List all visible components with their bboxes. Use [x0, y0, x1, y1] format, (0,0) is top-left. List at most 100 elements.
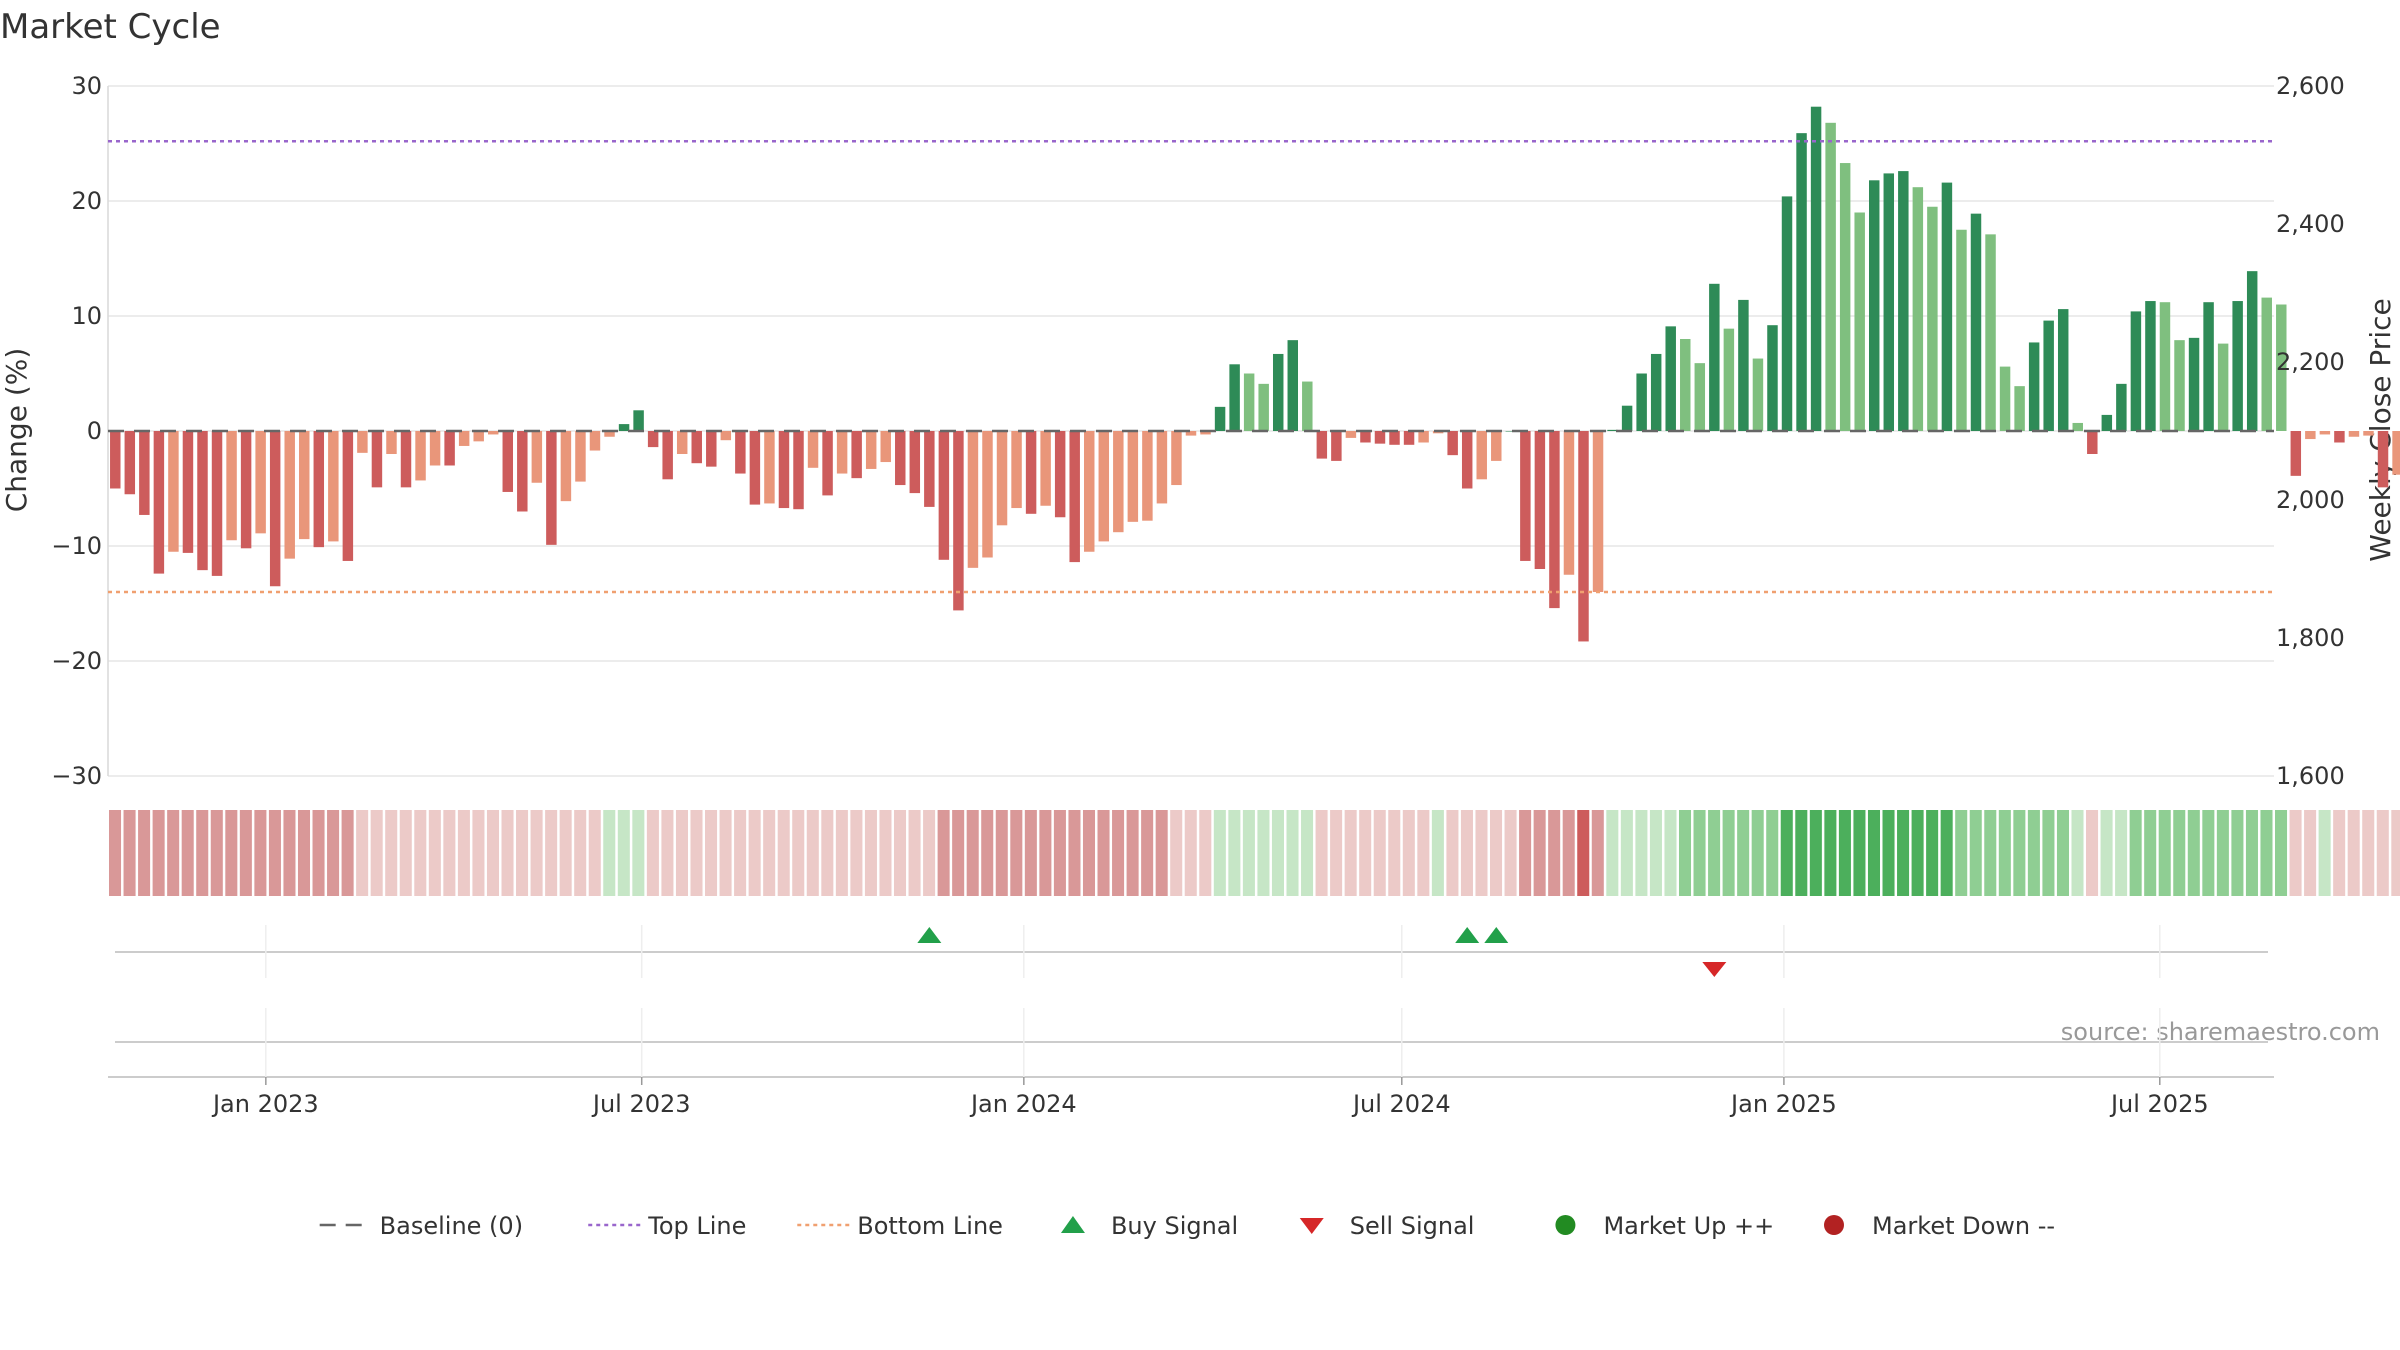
bar — [2145, 301, 2156, 431]
bar — [1302, 381, 1313, 431]
x-tick-label: Jan 2025 — [1729, 1090, 1837, 1118]
bar — [531, 431, 543, 483]
bar — [2087, 431, 2098, 454]
bar — [1214, 406, 1226, 431]
phase-cell — [486, 810, 499, 896]
phase-cell — [210, 810, 223, 896]
bar — [938, 431, 950, 560]
x-tick-label: Jul 2023 — [591, 1090, 691, 1118]
phase-cell — [1897, 810, 1910, 896]
bar-series — [110, 106, 2400, 642]
buy-signal-marker — [1455, 927, 1480, 943]
phase-cell — [879, 810, 892, 896]
bar — [807, 431, 819, 468]
bar — [1476, 431, 1487, 480]
bar — [618, 424, 630, 431]
phase-cell — [574, 810, 587, 896]
bar — [996, 431, 1008, 526]
bar — [1142, 431, 1153, 521]
bar — [2116, 383, 2127, 431]
phase-cell — [864, 810, 877, 896]
phase-cell — [1490, 810, 1503, 896]
phase-cell — [850, 810, 863, 896]
bar — [924, 431, 935, 507]
bar — [2319, 431, 2331, 435]
phase-cell — [777, 810, 790, 896]
phase-cell — [2347, 810, 2360, 896]
y-tick-label: −10 — [51, 532, 102, 560]
x-tick-label: Jan 2023 — [211, 1090, 319, 1118]
chart-title: Market Cycle — [0, 7, 221, 47]
phase-cell — [327, 810, 340, 896]
bar — [1360, 431, 1371, 443]
bar — [1156, 431, 1168, 504]
phase-cell — [1620, 810, 1633, 896]
bar — [2232, 301, 2243, 431]
bar — [1563, 431, 1575, 575]
bar — [793, 431, 804, 510]
phase-cell — [2376, 810, 2389, 896]
bar — [1999, 366, 2011, 431]
bar — [110, 431, 121, 489]
legend-label: Top Line — [647, 1212, 746, 1240]
bar — [139, 431, 150, 515]
phase-cell — [414, 810, 427, 896]
y-tick-label: −20 — [51, 647, 102, 675]
bar — [1781, 196, 1793, 431]
bar — [1345, 431, 1357, 438]
bar — [575, 431, 586, 482]
bar — [1374, 431, 1386, 444]
bar — [153, 431, 165, 574]
bar — [1592, 431, 1604, 592]
bar — [444, 431, 455, 466]
bar — [1069, 431, 1080, 563]
bar — [357, 431, 368, 453]
reference-lines — [108, 139, 2274, 594]
bar — [720, 431, 732, 441]
bar — [1694, 363, 1706, 431]
bar — [676, 431, 688, 454]
bar — [865, 431, 877, 469]
phase-cell — [1548, 810, 1561, 896]
phase-cell — [385, 810, 398, 896]
bar — [2348, 431, 2360, 437]
bar — [1011, 431, 1022, 509]
phase-cell — [1853, 810, 1866, 896]
bar — [269, 431, 281, 587]
phase-cell — [1315, 810, 1328, 896]
phase-cell — [1577, 810, 1590, 896]
bar — [764, 431, 775, 504]
phase-cell — [952, 810, 965, 896]
phase-cell — [646, 810, 659, 896]
bar — [1258, 383, 1269, 431]
bar — [386, 431, 397, 454]
phase-cell — [690, 810, 703, 896]
bar — [1447, 431, 1458, 456]
y2-tick-label: 2,600 — [2276, 72, 2345, 100]
bar — [2159, 302, 2171, 431]
phase-cell — [1955, 810, 1968, 896]
phase-cell — [1998, 810, 2011, 896]
bar — [1098, 431, 1110, 542]
bar — [458, 431, 470, 446]
phase-cell — [2158, 810, 2171, 896]
phase-cell — [1373, 810, 1386, 896]
bar — [1854, 212, 1865, 431]
phase-cell — [443, 810, 456, 896]
legend-label: Bottom Line — [857, 1212, 1003, 1240]
x-axis-ticks: Jan 2023 Jul 2023 Jan 2024 Jul 2024 Jan 2025… — [211, 1077, 2209, 1118]
bar — [1723, 328, 1735, 431]
phase-cell — [2318, 810, 2331, 896]
bar — [1229, 364, 1240, 431]
x-tick-label: Jul 2024 — [1351, 1090, 1451, 1118]
phase-cell — [472, 810, 485, 896]
phase-cell — [2042, 810, 2055, 896]
bar — [2217, 343, 2229, 431]
bar — [647, 431, 659, 448]
bar — [953, 431, 964, 611]
bar — [2363, 431, 2374, 436]
phase-cell — [356, 810, 369, 896]
legend-label: Market Up ++ — [1603, 1212, 1774, 1240]
bar — [2101, 414, 2113, 431]
